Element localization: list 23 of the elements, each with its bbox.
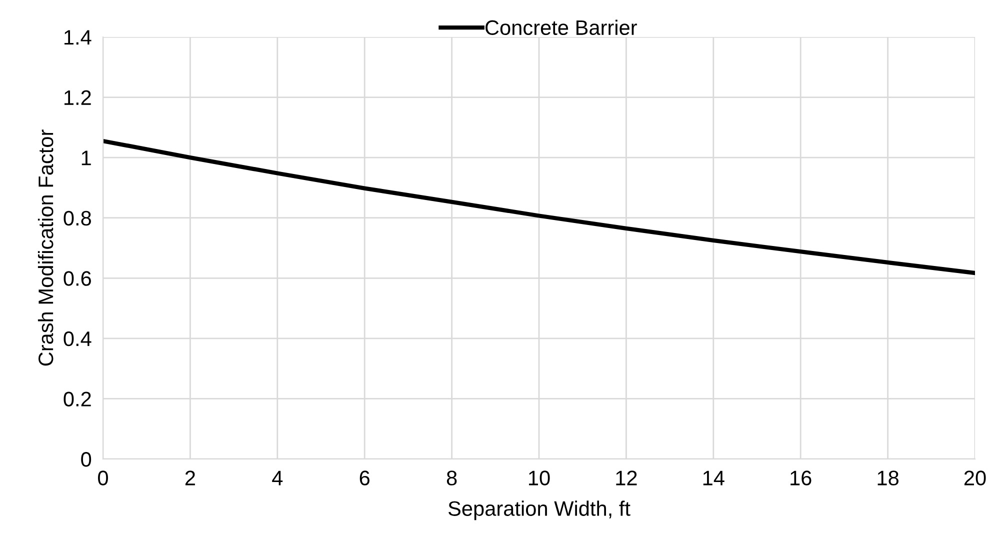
x-tick-label: 4 (272, 470, 283, 486)
legend-label: Concrete Barrier (486, 20, 637, 36)
x-axis-title: Separation Width, ft (448, 500, 630, 520)
x-tick-label: 14 (703, 470, 724, 486)
x-tick-label: 2 (185, 470, 195, 486)
x-tick-label: 0 (98, 470, 108, 486)
x-tick-label: 20 (964, 470, 986, 486)
y-tick-label: 1.2 (64, 90, 91, 105)
y-tick-label: 0 (81, 452, 92, 467)
y-tick-label: 0.6 (64, 271, 91, 286)
y-tick-label: 1.4 (64, 30, 92, 45)
y-tick-label: 0.4 (64, 331, 92, 346)
line-series (103, 138, 975, 276)
x-tick-label: 12 (616, 470, 637, 486)
x-tick-label: 10 (529, 470, 550, 486)
x-tick-label: 18 (878, 470, 898, 486)
x-tick-label: 6 (360, 470, 370, 486)
y-tick-label: 0.8 (64, 210, 91, 226)
x-tick-label: 16 (790, 470, 812, 486)
y-axis-title: Crash Modification Factor (38, 130, 54, 366)
x-tick-label: 8 (446, 470, 457, 486)
y-tick-label: 0.2 (64, 392, 91, 406)
y-tick-label: 1 (82, 150, 91, 166)
